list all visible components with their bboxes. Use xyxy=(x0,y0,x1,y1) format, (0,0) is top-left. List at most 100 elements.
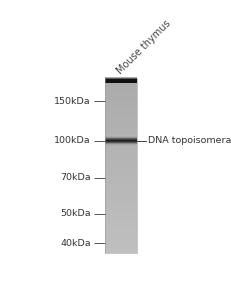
Bar xyxy=(104,121,136,124)
Bar xyxy=(104,246,136,249)
Bar xyxy=(104,141,136,142)
Text: 70kDa: 70kDa xyxy=(60,173,91,182)
Bar xyxy=(104,163,136,165)
Bar xyxy=(104,240,136,242)
Bar xyxy=(104,136,136,139)
Bar xyxy=(104,84,136,86)
Bar xyxy=(104,231,136,233)
Bar xyxy=(104,233,136,236)
Bar xyxy=(104,154,136,157)
Text: DNA topoisomerase I (TOP1): DNA topoisomerase I (TOP1) xyxy=(147,136,231,145)
Bar xyxy=(104,207,136,209)
Bar xyxy=(104,194,136,196)
Bar xyxy=(104,99,136,102)
Bar xyxy=(104,97,136,100)
Bar xyxy=(104,78,136,253)
Bar xyxy=(104,187,136,190)
Bar xyxy=(104,136,136,137)
Bar xyxy=(104,139,136,140)
Text: Mouse thymus: Mouse thymus xyxy=(115,19,172,76)
Text: 50kDa: 50kDa xyxy=(60,209,91,218)
Bar xyxy=(104,167,136,170)
Bar xyxy=(104,189,136,192)
Bar xyxy=(104,136,136,137)
Bar xyxy=(104,202,136,205)
Bar xyxy=(104,161,136,163)
Bar xyxy=(104,119,136,122)
Bar xyxy=(104,80,136,82)
Bar xyxy=(104,137,136,138)
Bar xyxy=(104,130,136,132)
Bar xyxy=(104,226,136,229)
Bar xyxy=(104,156,136,159)
Bar xyxy=(104,82,136,84)
Bar xyxy=(104,135,136,136)
Bar xyxy=(104,211,136,214)
Bar xyxy=(104,88,136,91)
Bar xyxy=(104,78,136,253)
Bar xyxy=(104,196,136,198)
Bar xyxy=(104,152,136,154)
Bar xyxy=(104,146,136,148)
Bar xyxy=(104,143,136,144)
Bar xyxy=(104,248,136,251)
Bar xyxy=(104,218,136,220)
Bar xyxy=(104,140,136,141)
Bar xyxy=(104,150,136,152)
Bar xyxy=(104,134,136,137)
Bar xyxy=(104,86,136,88)
Bar xyxy=(104,183,136,185)
Bar xyxy=(104,148,136,150)
Bar xyxy=(104,108,136,110)
Bar xyxy=(104,176,136,178)
Bar xyxy=(104,185,136,187)
Bar xyxy=(104,222,136,225)
Bar xyxy=(104,126,136,128)
Bar xyxy=(104,205,136,207)
Bar xyxy=(104,91,136,93)
Bar xyxy=(104,115,136,117)
Bar xyxy=(104,139,136,140)
Bar xyxy=(104,238,136,240)
Bar xyxy=(104,172,136,174)
Bar xyxy=(104,112,136,115)
Bar xyxy=(104,220,136,222)
Bar xyxy=(104,145,136,146)
Bar xyxy=(104,169,136,172)
Bar xyxy=(104,144,136,145)
Bar xyxy=(104,101,136,104)
Bar xyxy=(104,216,136,218)
Bar xyxy=(104,95,136,97)
Bar xyxy=(104,178,136,181)
Bar xyxy=(104,244,136,247)
Bar xyxy=(104,165,136,168)
Bar xyxy=(104,136,136,137)
Bar xyxy=(104,117,136,119)
Bar xyxy=(104,142,136,143)
Text: 100kDa: 100kDa xyxy=(54,136,91,145)
Bar xyxy=(104,174,136,176)
Bar xyxy=(104,158,136,161)
Bar xyxy=(104,209,136,212)
Bar xyxy=(104,242,136,244)
Bar xyxy=(104,145,136,146)
Bar xyxy=(104,110,136,113)
Bar xyxy=(104,229,136,231)
Bar xyxy=(104,251,136,253)
Bar xyxy=(104,104,136,106)
Bar xyxy=(104,200,136,203)
Bar xyxy=(104,106,136,108)
Bar xyxy=(104,141,136,142)
Bar xyxy=(104,137,136,138)
Bar xyxy=(104,142,136,143)
Bar xyxy=(104,77,136,80)
Bar xyxy=(104,139,136,141)
Bar xyxy=(104,143,136,144)
Bar xyxy=(104,93,136,95)
Bar xyxy=(104,128,136,130)
Bar xyxy=(104,236,136,238)
Bar xyxy=(104,135,136,136)
Bar xyxy=(104,138,136,139)
Bar xyxy=(104,138,136,139)
Bar xyxy=(104,140,136,141)
